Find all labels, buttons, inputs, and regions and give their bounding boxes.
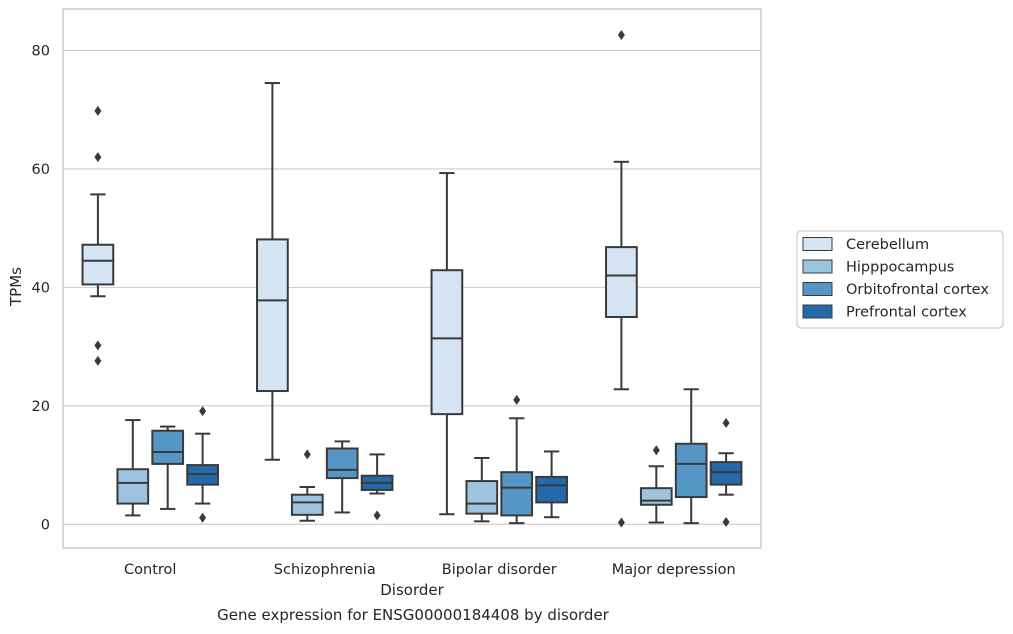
x-tick-label-3: Major depression xyxy=(612,562,736,578)
box-body xyxy=(116,468,150,505)
box-2-3 xyxy=(674,388,708,525)
box-body xyxy=(465,480,499,515)
legend-swatch-1 xyxy=(802,259,833,274)
box-2-0 xyxy=(151,425,185,510)
chart-caption: Gene expression for ENSG00000184408 by d… xyxy=(217,606,609,624)
box-2-1 xyxy=(325,440,359,514)
box-body xyxy=(81,243,115,286)
y-axis-title: TPMs xyxy=(7,267,25,307)
box-0-3 xyxy=(605,30,638,528)
box-body xyxy=(674,442,708,499)
x-tick-label-1: Schizophrenia xyxy=(274,562,376,578)
y-tick-label-3: 60 xyxy=(32,162,50,178)
legend-label-0: Cerebellum xyxy=(846,237,929,253)
box-3-3 xyxy=(709,418,743,527)
flier-1 xyxy=(722,516,730,527)
box-1-3 xyxy=(639,445,673,524)
box-3-2 xyxy=(535,450,568,519)
flier-0 xyxy=(303,449,311,460)
box-3-0 xyxy=(186,406,219,523)
box-body xyxy=(256,238,289,393)
box-body xyxy=(151,429,185,465)
flier-0 xyxy=(199,406,207,417)
legend-label-3: Prefrontal cortex xyxy=(846,305,967,321)
flier-0 xyxy=(617,30,625,41)
box-0-1 xyxy=(256,82,289,461)
flier-0 xyxy=(722,418,730,429)
flier-2 xyxy=(94,340,102,351)
box-1-1 xyxy=(290,449,324,522)
legend-frame xyxy=(796,230,1004,329)
x-tick-label-0: Control xyxy=(124,562,176,578)
box-0-0 xyxy=(81,105,115,366)
box-body xyxy=(535,475,568,504)
y-tick-label-1: 20 xyxy=(32,399,50,415)
flier-0 xyxy=(652,445,660,456)
box-0-2 xyxy=(430,172,464,516)
box-body xyxy=(325,447,359,480)
box-body xyxy=(639,487,673,506)
legend: Cerebellum Hipppocampus Orbitofrontal cort… xyxy=(796,230,1004,329)
box-1-2 xyxy=(465,456,499,523)
box-body xyxy=(290,493,324,516)
flier-0 xyxy=(513,394,521,405)
legend-swatch-2 xyxy=(802,282,833,296)
box-body xyxy=(430,269,464,416)
legend-swatch-0 xyxy=(802,237,833,251)
box-body xyxy=(709,461,743,486)
flier-0 xyxy=(373,510,381,521)
box-2-2 xyxy=(500,394,534,525)
y-tick-label-4: 80 xyxy=(32,43,50,59)
y-tick-label-0: 0 xyxy=(41,517,50,533)
box-body xyxy=(500,471,534,517)
flier-1 xyxy=(617,517,625,528)
box-body xyxy=(605,246,638,319)
legend-label-2: Orbitofrontal cortex xyxy=(846,282,989,298)
legend-swatch-3 xyxy=(802,304,833,319)
x-tick-label-2: Bipolar disorder xyxy=(442,562,557,578)
box-3-1 xyxy=(360,453,394,521)
legend-label-1: Hipppocampus xyxy=(846,260,954,276)
flier-3 xyxy=(94,355,102,366)
flier-0 xyxy=(94,105,102,116)
box-1-0 xyxy=(116,419,150,517)
plot-frame xyxy=(62,8,762,549)
flier-1 xyxy=(94,152,102,163)
flier-1 xyxy=(199,512,207,523)
y-tick-label-2: 40 xyxy=(32,280,50,296)
x-axis-title: Disorder xyxy=(380,581,444,599)
